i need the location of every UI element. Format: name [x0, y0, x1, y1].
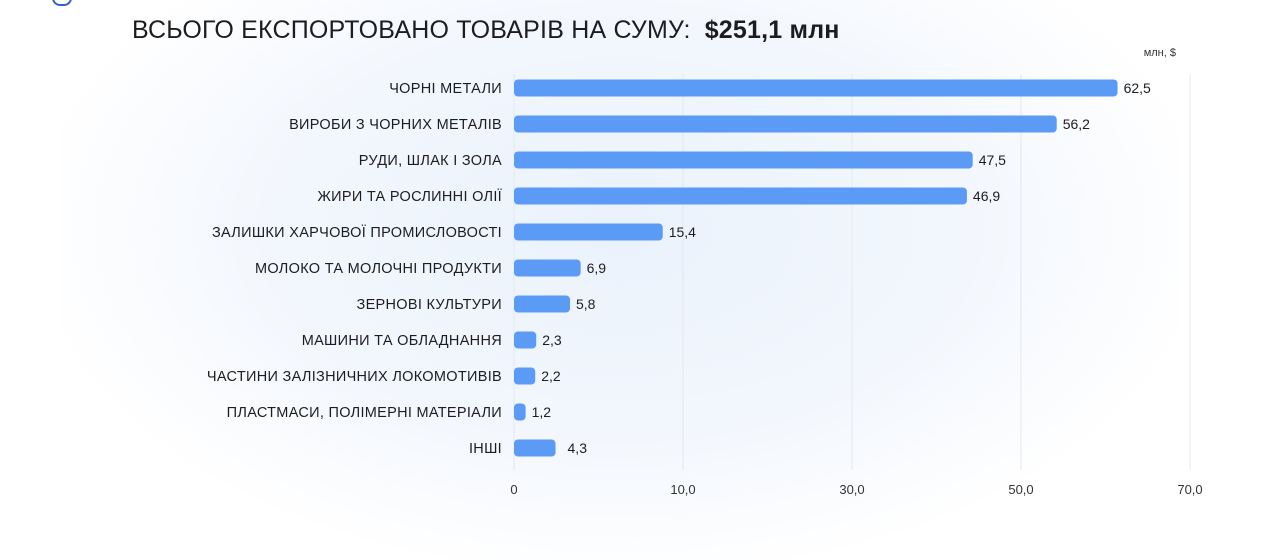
category-label: ЗАЛИШКИ ХАРЧОВОЇ ПРОМИСЛОВОСТІ: [212, 224, 502, 241]
x-tick-label: 30,0: [839, 482, 864, 497]
data-label: 15,4: [669, 224, 696, 240]
data-label: 62,5: [1124, 80, 1151, 96]
category-label: ІНШІ: [469, 441, 502, 457]
data-label: 56,2: [1063, 116, 1090, 132]
bar: [514, 151, 973, 169]
bar: [514, 331, 537, 349]
category-label: МОЛОКО ТА МОЛОЧНІ ПРОДУКТИ: [255, 261, 502, 277]
category-label: ЗЕРНОВІ КУЛЬТУРИ: [357, 297, 502, 313]
bar: [514, 439, 556, 457]
category-label: ЧОРНІ МЕТАЛИ: [389, 81, 502, 97]
category-label: ЖИРИ ТА РОСЛИННІ ОЛІЇ: [317, 188, 502, 205]
data-label: 4,3: [568, 440, 588, 456]
bar-chart: 0 10,0 30,0 50,0 70,0 млн, $ ЧОРНІ МЕТАЛИ 62,5 В…: [207, 47, 1203, 497]
category-label: ПЛАСТМАСИ, ПОЛІМЕРНІ МАТЕРІАЛИ: [227, 405, 502, 421]
data-label: 5,8: [576, 296, 596, 312]
data-label: 1,2: [532, 404, 552, 420]
chart-title: ВСЬОГО ЕКСПОРТОВАНО ТОВАРІВ НА СУМУ: $251…: [132, 16, 840, 45]
data-label: 2,2: [541, 368, 561, 384]
category-label: РУДИ, ШЛАК І ЗОЛА: [359, 153, 502, 169]
bar: [514, 295, 571, 313]
category-label: ЧАСТИНИ ЗАЛІЗНИЧНИХ ЛОКОМОТИВІВ: [207, 369, 502, 385]
data-label: 6,9: [587, 260, 607, 276]
category-label: ВИРОБИ З ЧОРНИХ МЕТАЛІВ: [289, 117, 502, 133]
bar: [514, 223, 663, 241]
bar: [514, 187, 967, 205]
bar: [514, 403, 526, 421]
category-label: МАШИНИ ТА ОБЛАДНАННЯ: [302, 333, 502, 349]
unit-label: млн, $: [1144, 47, 1176, 59]
data-label: 46,9: [973, 188, 1000, 204]
title-text: ВСЬОГО ЕКСПОРТОВАНО ТОВАРІВ НА СУМУ:: [132, 16, 691, 44]
x-tick-label: 10,0: [670, 482, 695, 497]
x-tick-label: 50,0: [1008, 482, 1033, 497]
bar: [514, 115, 1057, 133]
x-tick-label: 0: [510, 482, 517, 497]
bar: [514, 79, 1118, 97]
data-label: 47,5: [979, 152, 1006, 168]
x-tick-label: 70,0: [1177, 482, 1202, 497]
bar: [514, 367, 536, 385]
title-total: $251,1 млн: [704, 16, 840, 44]
bar: [514, 259, 581, 277]
data-label: 2,3: [542, 332, 562, 348]
